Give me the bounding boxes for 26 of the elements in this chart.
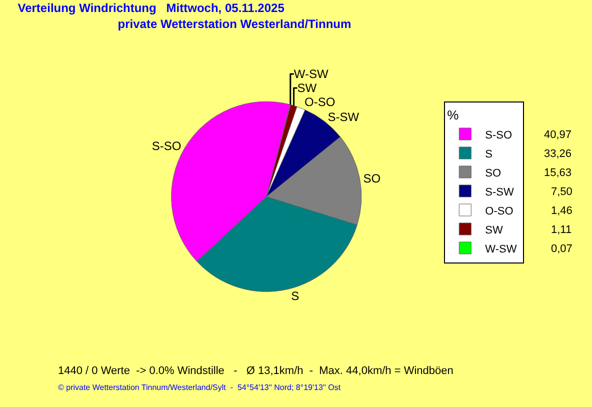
slice-label: S-SO xyxy=(152,139,182,154)
data-label: 0,07 xyxy=(551,243,572,255)
slice-label: O-SO xyxy=(304,95,336,110)
text: © private Wetterstation Tinnum/Westerland/Sylt - 54°54'13'' Nord; 8°19'13'' Ost xyxy=(58,383,342,392)
slice-label: S-SW xyxy=(328,110,360,124)
legend-label: SO xyxy=(485,167,502,180)
data-label: 33,26 xyxy=(544,148,572,160)
slice-label: SO xyxy=(363,171,381,186)
chart-title: Verteilung Windrichtung Mittwoch, 05.11.2025 xyxy=(18,1,285,16)
legend-label: S xyxy=(485,148,492,160)
legend-title: % xyxy=(447,107,460,122)
chart-subtitle: private Wetterstation Westerland/Tinnum xyxy=(18,16,352,31)
slice-label: S xyxy=(291,288,300,303)
slice-label: SW xyxy=(297,81,318,96)
data-label: 40,97 xyxy=(544,129,572,141)
data-label: 1,46 xyxy=(551,205,572,217)
data-label: 1,11 xyxy=(551,224,572,236)
text: 1440 / 0 Werte -> 0.0% Windstille - Ø 13,1km/h - Max. 44,0km/h = Windböen xyxy=(58,365,454,377)
legend-label: O-SO xyxy=(485,205,514,218)
legend-label: S-SW xyxy=(485,186,514,198)
legend-label: W-SW xyxy=(485,243,518,256)
legend-label: SW xyxy=(485,224,504,236)
data-label: 7,50 xyxy=(551,186,572,198)
slice-label: W-SW xyxy=(294,67,329,82)
legend-label: S-SO xyxy=(485,129,512,142)
data-label: 15,63 xyxy=(544,167,572,179)
